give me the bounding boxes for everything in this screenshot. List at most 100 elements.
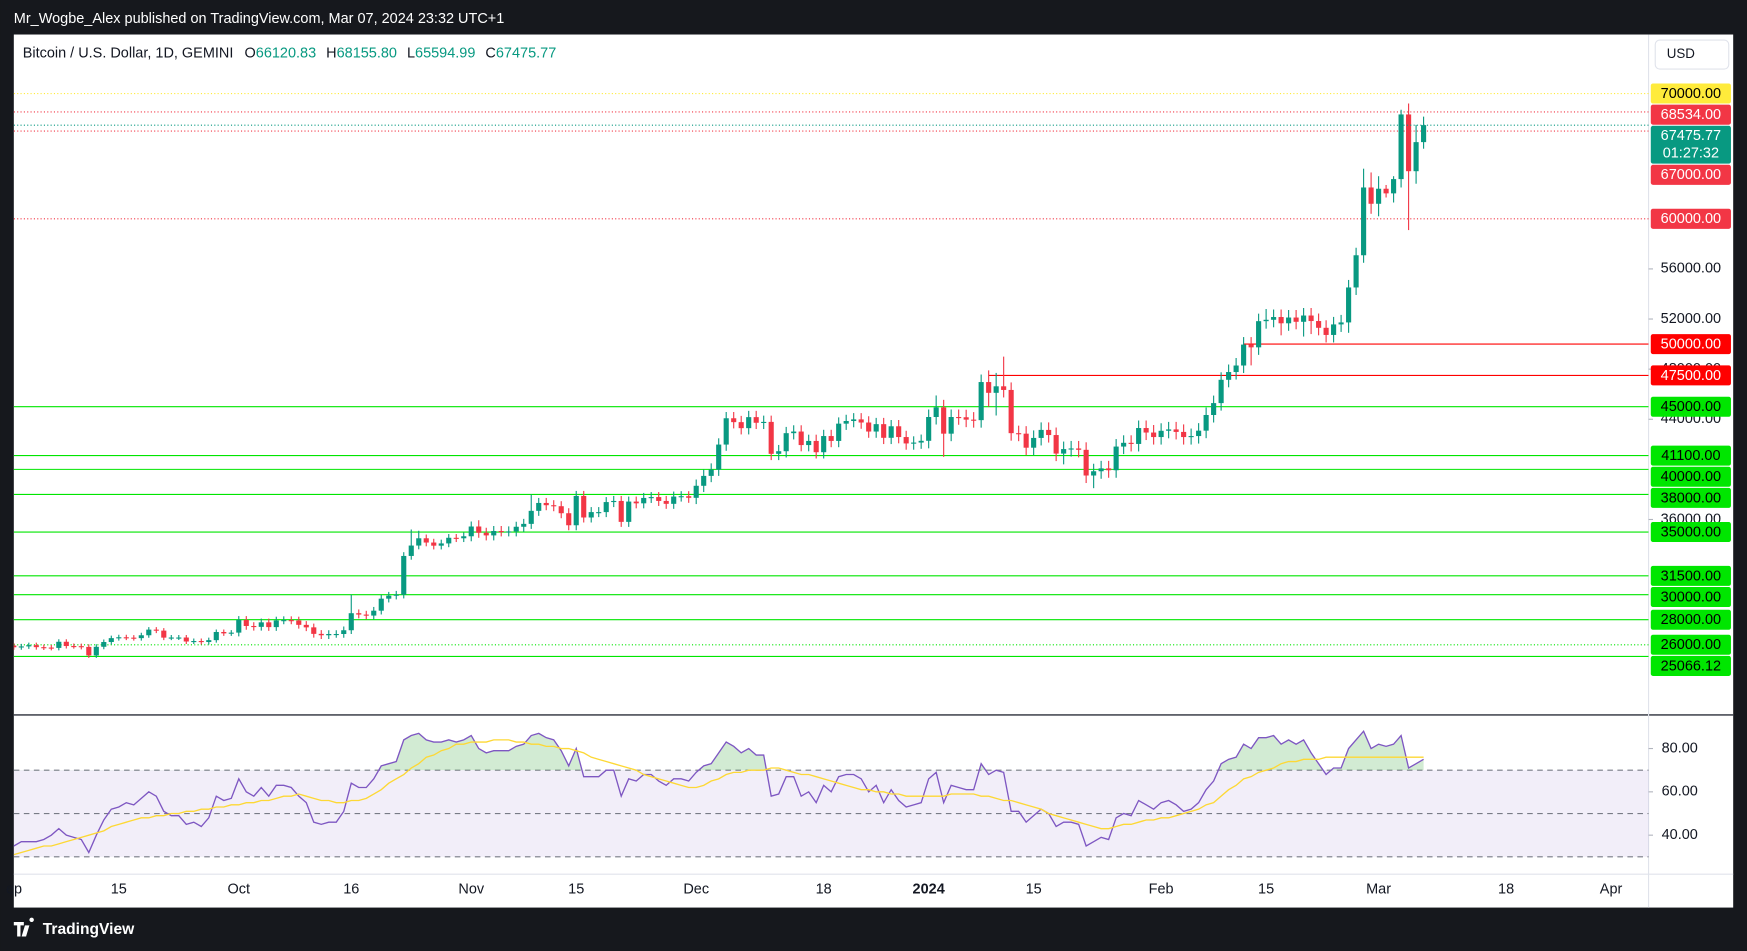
candle-body <box>618 500 624 522</box>
ohlc-legend: O 66120.83 H 68155.80 L 65594.99 C 67475.77 <box>245 45 557 61</box>
candle-body <box>581 495 587 518</box>
rsi-tick-label: 40.00 <box>1662 827 1698 843</box>
candle-body <box>371 610 377 616</box>
last-price-badge <box>1650 125 1731 164</box>
candle-body <box>836 423 842 441</box>
candle-body <box>686 496 692 498</box>
candle-body <box>1166 429 1172 431</box>
candle-body <box>416 538 422 546</box>
x-tick-label: 15 <box>1026 882 1042 898</box>
candle-body <box>1413 142 1419 172</box>
candle-body <box>1196 430 1202 437</box>
candle-body <box>378 598 384 611</box>
candle-body <box>1158 430 1164 438</box>
candle-body <box>1271 317 1277 320</box>
legend-key: O <box>245 45 256 61</box>
candle-body <box>1383 188 1389 194</box>
level-label: 35000.00 <box>1661 524 1721 540</box>
candle-body <box>558 506 564 514</box>
rsi-ma-line <box>13 739 1424 856</box>
candle-body <box>48 647 54 649</box>
rsi-tick-label: 60.00 <box>1662 784 1698 800</box>
candle-body <box>453 537 459 539</box>
candle-body <box>1316 321 1322 328</box>
candle-body <box>656 497 662 501</box>
legend-value: 67475.77 <box>496 45 556 61</box>
candle-body <box>1286 317 1292 324</box>
legend-key: H <box>326 45 336 61</box>
x-tick-label: 15 <box>1258 882 1274 898</box>
candle-body <box>948 417 954 434</box>
level-label: 25066.12 <box>1661 658 1721 674</box>
candle-body <box>1106 468 1112 471</box>
candle-body <box>1256 321 1262 348</box>
candle-body <box>266 622 272 628</box>
currency-button[interactable] <box>1654 39 1730 70</box>
candle-body <box>1008 389 1014 434</box>
candle-body <box>791 431 797 434</box>
symbol-title: Bitcoin / U.S. Dollar, 1D, GEMINI <box>23 45 234 61</box>
candle-body <box>813 440 819 453</box>
candle-body <box>1421 125 1427 143</box>
candle-body <box>303 624 309 628</box>
level-badge <box>1650 634 1731 655</box>
candle-body <box>461 536 467 539</box>
candle-body <box>468 526 474 537</box>
candle-body <box>1181 431 1187 438</box>
candle-body <box>986 382 992 393</box>
candle-body <box>1128 442 1134 444</box>
candle-body <box>296 620 302 625</box>
candle-body <box>858 419 864 423</box>
candle-body <box>603 502 609 513</box>
candle-body <box>393 594 399 596</box>
candle-body <box>1143 428 1149 433</box>
candle-body <box>963 417 969 420</box>
candle-body <box>101 642 107 647</box>
candle-body <box>1398 114 1404 180</box>
chart-area <box>13 34 1734 908</box>
candle-body <box>326 633 332 636</box>
candle-body <box>1188 436 1194 438</box>
candle-body <box>1391 179 1397 194</box>
legend-value: 65594.99 <box>415 45 475 61</box>
level-badge <box>1650 521 1731 543</box>
candle-body <box>663 500 669 504</box>
level-label: 41100.00 <box>1661 448 1720 464</box>
candle-body <box>693 485 699 498</box>
candle-body <box>678 496 684 498</box>
candle-body <box>933 407 939 418</box>
candle-body <box>63 641 69 647</box>
candle-body <box>768 421 774 454</box>
candle-body <box>1038 429 1044 438</box>
overbought-fill <box>13 731 1424 771</box>
candle-body <box>1001 386 1007 390</box>
candle-body <box>311 627 317 634</box>
candle-body <box>626 501 632 522</box>
candle-body <box>738 422 744 429</box>
currency[interactable]: USD <box>1667 46 1696 61</box>
candle-body <box>93 646 99 656</box>
candle-body <box>131 637 137 639</box>
candle-body <box>806 440 812 446</box>
level-label: 47500.00 <box>1661 368 1721 384</box>
publisher: Mr_Wogbe_Alex published on TradingView.c… <box>14 11 504 27</box>
candle-body <box>423 538 429 543</box>
candle-body <box>971 419 977 421</box>
candle-body <box>1121 442 1127 447</box>
candle-body <box>926 417 932 441</box>
candle-body <box>251 625 257 628</box>
level-label: 30000.00 <box>1661 589 1721 605</box>
candle-body <box>881 424 887 438</box>
candle-body <box>716 444 722 470</box>
candle-body <box>596 512 602 514</box>
x-tick-label: 18 <box>816 882 832 898</box>
candle-body <box>1301 315 1307 322</box>
x-tick-label: Mar <box>1366 882 1391 898</box>
candle-body <box>776 451 782 454</box>
x-tick-label: ep <box>6 882 22 898</box>
candle-body <box>281 620 287 622</box>
level-badge <box>1650 334 1731 355</box>
candle-body <box>851 419 857 422</box>
candle-body <box>206 640 212 643</box>
level-badge <box>1650 396 1731 417</box>
